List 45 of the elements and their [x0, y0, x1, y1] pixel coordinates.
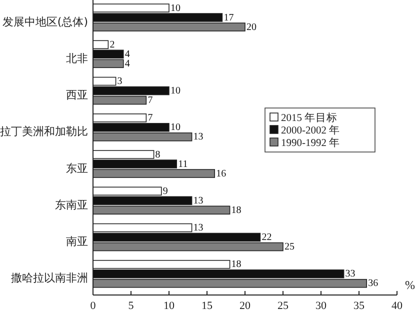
y-tick-label: 南亚: [66, 235, 88, 248]
data-label: 36: [368, 278, 378, 290]
x-tick-label: 20: [240, 300, 251, 312]
legend-label: 1990-1992 年: [281, 137, 340, 149]
legend-label: 2000-2002 年: [281, 124, 340, 136]
data-label: 13: [193, 132, 204, 143]
data-label: 4: [124, 58, 130, 70]
data-label: 10: [170, 122, 180, 134]
y-tick-label: 东亚: [66, 162, 88, 175]
data-label: 3: [117, 76, 122, 88]
x-tick-label: 0: [90, 300, 96, 312]
y-tick-label: 西亚: [66, 88, 88, 102]
data-label: 7: [148, 112, 153, 124]
data-label: 11: [178, 158, 188, 170]
data-label: 16: [216, 168, 226, 180]
data-label: 20: [246, 22, 256, 33]
legend-label: 2015 年目标: [281, 112, 338, 124]
data-label: 18: [231, 259, 242, 270]
y-tick-label: 拉丁美洲和加勒比: [0, 125, 88, 138]
data-label: 10: [170, 2, 180, 14]
y-tick-label: 发展中地区(总体): [2, 15, 88, 28]
x-tick-label: 40: [392, 300, 403, 312]
data-label: 13: [193, 222, 204, 234]
x-tick-label: 5: [128, 300, 134, 312]
y-tick-label: 撒哈拉以南非洲: [11, 272, 88, 285]
data-label: 7: [148, 95, 153, 106]
data-label: 8: [155, 149, 160, 160]
data-label: 4: [124, 48, 130, 60]
x-tick-label: 10: [164, 300, 175, 312]
data-label: 25: [284, 242, 294, 253]
data-label: 33: [345, 268, 356, 280]
x-tick-label: 25: [278, 300, 289, 312]
y-tick-label: 东南亚: [55, 198, 88, 212]
data-label: 2: [110, 39, 115, 50]
data-label: 10: [170, 86, 180, 97]
y-tick-label: 北非: [66, 52, 88, 65]
x-tick-label: 30: [316, 300, 327, 312]
data-label: 9: [162, 186, 168, 197]
data-label: 17: [224, 12, 234, 24]
data-label: 13: [193, 195, 204, 206]
data-label: 22: [262, 232, 272, 244]
x-tick-label: 35: [354, 300, 365, 312]
x-axis-title: %: [405, 278, 415, 292]
data-label: 18: [231, 204, 242, 216]
x-tick-label: 15: [202, 300, 213, 312]
